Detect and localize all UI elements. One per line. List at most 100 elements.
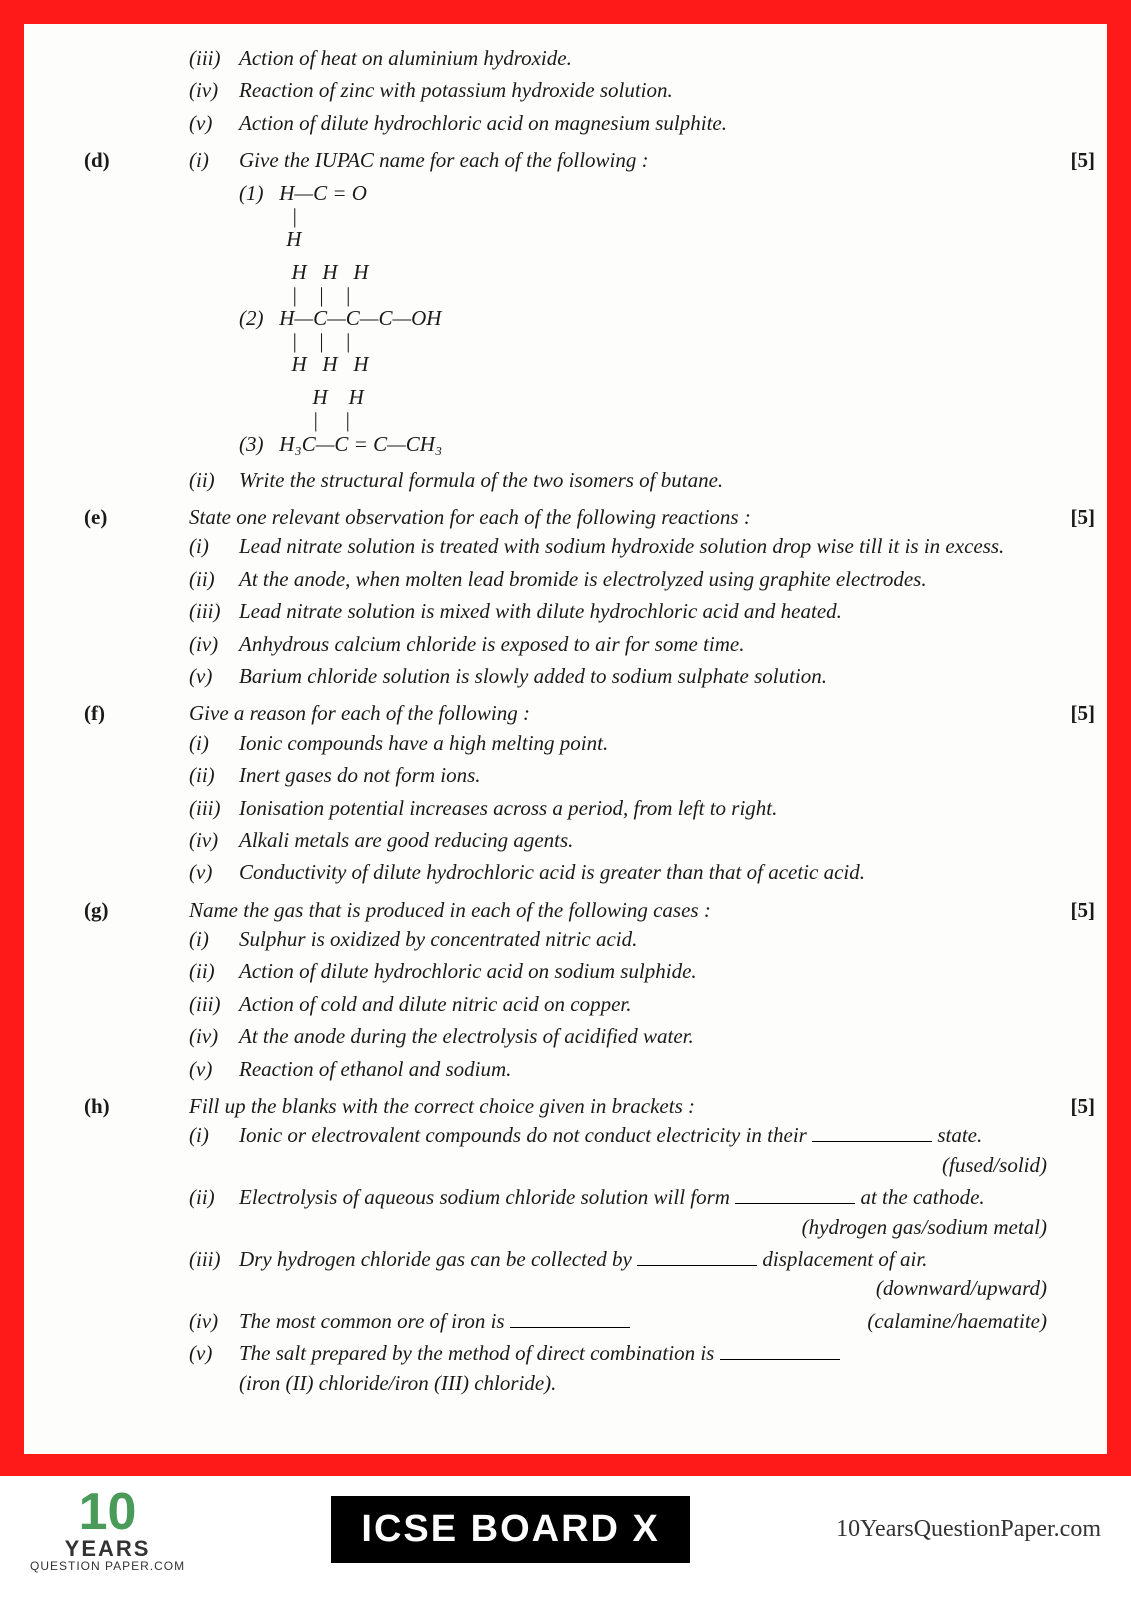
chem-formula-1: (1) H—C = O | H <box>239 182 1047 251</box>
blank-item: (iv)The most common ore of iron is (cala… <box>189 1307 1047 1336</box>
fill-blank <box>720 1341 840 1360</box>
q-marks: [5] <box>1071 699 1096 728</box>
sub-num: (i) <box>189 1121 239 1180</box>
sub-text: Action of cold and dilute nitric acid on… <box>239 990 1047 1019</box>
sub-num: (iii) <box>189 794 239 823</box>
sub-text: Action of dilute hydrochloric acid on so… <box>239 957 1047 986</box>
q-label: (h) <box>84 1092 124 1121</box>
chem-formula-2: H H H | | | (2) H—C—C—C—OH | | | H H H <box>239 261 1047 376</box>
q-lead: Fill up the blanks with the correct choi… <box>189 1092 1047 1121</box>
sub-item: (i) Give the IUPAC name for each of the … <box>189 146 1047 175</box>
blank-text: Ionic or electrovalent compounds do not … <box>239 1121 1047 1180</box>
q-label: (d) <box>84 146 124 175</box>
sub-text: Conductivity of dilute hydrochloric acid… <box>239 858 1047 887</box>
sub-item: (i)Lead nitrate solution is treated with… <box>189 532 1047 561</box>
sub-num: (iii) <box>189 44 239 73</box>
sub-item: (iv)At the anode during the electrolysis… <box>189 1022 1047 1051</box>
fill-blank <box>735 1185 855 1204</box>
blank-hint: (calamine/haematite) <box>867 1307 1047 1336</box>
q-label: (e) <box>84 503 124 532</box>
sub-num: (ii) <box>189 957 239 986</box>
blank-hint: (iron (II) chloride/iron (III) chloride)… <box>239 1371 556 1395</box>
blank-text: Electrolysis of aqueous sodium chloride … <box>239 1183 1047 1242</box>
sub-item: (iii) Action of heat on aluminium hydrox… <box>189 44 1047 73</box>
blank-hint: (hydrogen gas/sodium metal) <box>802 1213 1047 1242</box>
q-label: (f) <box>84 699 124 728</box>
q-lead: Give a reason for each of the following … <box>189 699 1047 728</box>
question-h: (h) [5] Fill up the blanks with the corr… <box>139 1092 1047 1398</box>
logo-years: YEARS <box>30 1538 185 1560</box>
sub-num: (ii) <box>189 1183 239 1242</box>
footer-right-url: 10YearsQuestionPaper.com <box>836 1516 1101 1543</box>
sub-num: (v) <box>189 858 239 887</box>
sub-text: Action of dilute hydrochloric acid on ma… <box>239 109 1047 138</box>
sub-item: (iv)Anhydrous calcium chloride is expose… <box>189 630 1047 659</box>
sub-num: (i) <box>189 925 239 954</box>
sub-num: (ii) <box>189 565 239 594</box>
continuation-block: (iii) Action of heat on aluminium hydrox… <box>139 44 1047 138</box>
sub-num: (iv) <box>189 1307 239 1336</box>
page-footer: 10 YEARS QUESTION PAPER.COM ICSE BOARD X… <box>0 1476 1131 1602</box>
blank-item: (ii)Electrolysis of aqueous sodium chlor… <box>189 1183 1047 1242</box>
question-e: (e) [5] State one relevant observation f… <box>139 503 1047 691</box>
q-marks: [5] <box>1071 1092 1096 1121</box>
sub-item: (iv) Reaction of zinc with potassium hyd… <box>189 76 1047 105</box>
sub-item: (iii)Lead nitrate solution is mixed with… <box>189 597 1047 626</box>
sub-item: (v)Reaction of ethanol and sodium. <box>189 1055 1047 1084</box>
sub-item: (i)Sulphur is oxidized by concentrated n… <box>189 925 1047 954</box>
sub-item: (ii)At the anode, when molten lead bromi… <box>189 565 1047 594</box>
sub-num: (iii) <box>189 597 239 626</box>
sub-item: (iv)Alkali metals are good reducing agen… <box>189 826 1047 855</box>
q-lead: State one relevant observation for each … <box>189 503 1047 532</box>
sub-item: (i)Ionic compounds have a high melting p… <box>189 729 1047 758</box>
sub-item: (ii)Inert gases do not form ions. <box>189 761 1047 790</box>
logo-left: 10 YEARS QUESTION PAPER.COM <box>30 1486 185 1572</box>
sub-num: (iv) <box>189 630 239 659</box>
blank-hint: (downward/upward) <box>876 1274 1047 1303</box>
sub-text: Alkali metals are good reducing agents. <box>239 826 1047 855</box>
sub-text: Barium chloride solution is slowly added… <box>239 662 1047 691</box>
sub-text: Sulphur is oxidized by concentrated nitr… <box>239 925 1047 954</box>
sub-item: (iii)Action of cold and dilute nitric ac… <box>189 990 1047 1019</box>
logo-qp: QUESTION PAPER.COM <box>30 1560 185 1572</box>
sub-item: (ii) Write the structural formula of the… <box>189 466 1047 495</box>
blank-hint: (fused/solid) <box>942 1151 1047 1180</box>
sub-num: (ii) <box>189 761 239 790</box>
q-lead: Name the gas that is produced in each of… <box>189 896 1047 925</box>
question-f: (f) [5] Give a reason for each of the fo… <box>139 699 1047 887</box>
sub-num: (iv) <box>189 76 239 105</box>
sub-text: Reaction of ethanol and sodium. <box>239 1055 1047 1084</box>
sub-text: At the anode, when molten lead bromide i… <box>239 565 1047 594</box>
sub-item: (iii)Ionisation potential increases acro… <box>189 794 1047 823</box>
sub-num: (v) <box>189 662 239 691</box>
q-marks: [5] <box>1071 503 1096 532</box>
sub-text: Reaction of zinc with potassium hydroxid… <box>239 76 1047 105</box>
exam-paper: (iii) Action of heat on aluminium hydrox… <box>24 24 1107 1454</box>
sub-num: (i) <box>189 532 239 561</box>
sub-text: Give the IUPAC name for each of the foll… <box>239 146 1047 175</box>
sub-text: Lead nitrate solution is mixed with dilu… <box>239 597 1047 626</box>
sub-item: (ii)Action of dilute hydrochloric acid o… <box>189 957 1047 986</box>
sub-num: (i) <box>189 146 239 175</box>
sub-text: At the anode during the electrolysis of … <box>239 1022 1047 1051</box>
sub-item: (v)Barium chloride solution is slowly ad… <box>189 662 1047 691</box>
sub-item: (v)Conductivity of dilute hydrochloric a… <box>189 858 1047 887</box>
sub-num: (v) <box>189 1055 239 1084</box>
footer-red-bar <box>24 1454 1107 1476</box>
red-frame: (iii) Action of heat on aluminium hydrox… <box>0 0 1131 1476</box>
sub-num: (iii) <box>189 1245 239 1304</box>
fill-blank <box>510 1309 630 1328</box>
question-d: (d) [5] (i) Give the IUPAC name for each… <box>139 146 1047 495</box>
blank-text: Dry hydrogen chloride gas can be collect… <box>239 1245 1047 1304</box>
sub-text: Anhydrous calcium chloride is exposed to… <box>239 630 1047 659</box>
fill-blank <box>812 1124 932 1143</box>
sub-num: (i) <box>189 729 239 758</box>
blank-text: The salt prepared by the method of direc… <box>239 1339 1047 1398</box>
sub-text: Action of heat on aluminium hydroxide. <box>239 44 1047 73</box>
sub-text: Inert gases do not form ions. <box>239 761 1047 790</box>
q-marks: [5] <box>1071 896 1096 925</box>
footer-center-badge: ICSE BOARD X <box>331 1496 689 1563</box>
sub-num: (v) <box>189 1339 239 1398</box>
q-label: (g) <box>84 896 124 925</box>
sub-text: Lead nitrate solution is treated with so… <box>239 532 1047 561</box>
